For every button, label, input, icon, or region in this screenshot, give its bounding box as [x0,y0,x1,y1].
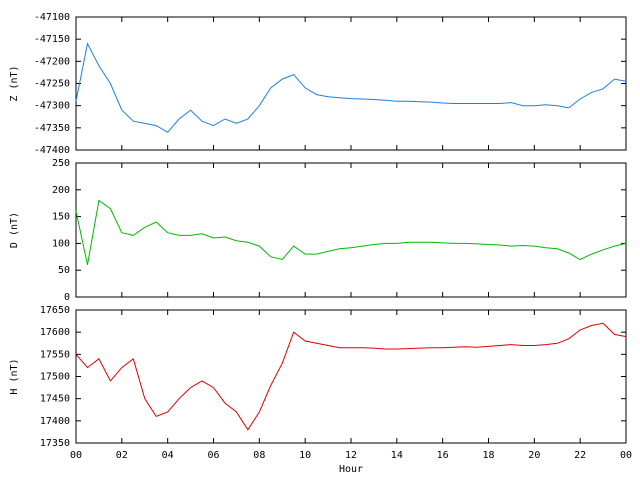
y-tick-label: 17350 [40,438,70,449]
y-tick-label: 17400 [40,416,70,427]
y-tick-label: 17600 [40,327,70,338]
y-axis-label: D (nT) [9,212,20,248]
data-line [75,42,627,133]
x-tick-label: 14 [391,450,403,461]
y-tick-label: -47250 [34,79,70,90]
data-line [75,322,627,431]
plot-frame [75,16,627,151]
x-tick-label: 00 [70,450,82,461]
x-axis-label: Hour [339,464,363,475]
x-tick-label: 22 [574,450,586,461]
y-tick-label: -47300 [34,101,70,112]
x-tick-label: 12 [345,450,357,461]
x-tick-label: 02 [116,450,128,461]
y-tick-label: 50 [58,265,70,276]
y-tick-label: -47150 [34,34,70,45]
y-tick-label: 17550 [40,349,70,360]
x-tick-label: 18 [482,450,494,461]
y-tick-label: -47200 [34,56,70,67]
y-tick-label: 0 [64,292,70,303]
y-tick-label: -47350 [34,123,70,134]
x-tick-label: 10 [299,450,311,461]
y-axis-label: H (nT) [9,358,20,394]
y-tick-label: -47100 [34,12,70,23]
plot-frame [75,162,627,298]
y-tick-label: 250 [52,158,70,169]
x-tick-label: 20 [528,450,540,461]
plot-frame [75,309,627,444]
x-tick-label: 04 [162,450,174,461]
y-tick-label: 17450 [40,394,70,405]
x-tick-label: 00 [620,450,632,461]
x-tick-label: 06 [207,450,219,461]
y-tick-label: 17500 [40,372,70,383]
y-tick-label: 150 [52,212,70,223]
y-tick-label: 17650 [40,305,70,316]
y-tick-label: -47400 [34,145,70,156]
x-tick-label: 16 [437,450,449,461]
y-tick-label: 100 [52,238,70,249]
data-line [75,199,627,265]
x-tick-label: 08 [253,450,265,461]
y-axis-label: Z (nT) [9,65,20,101]
y-tick-label: 200 [52,185,70,196]
